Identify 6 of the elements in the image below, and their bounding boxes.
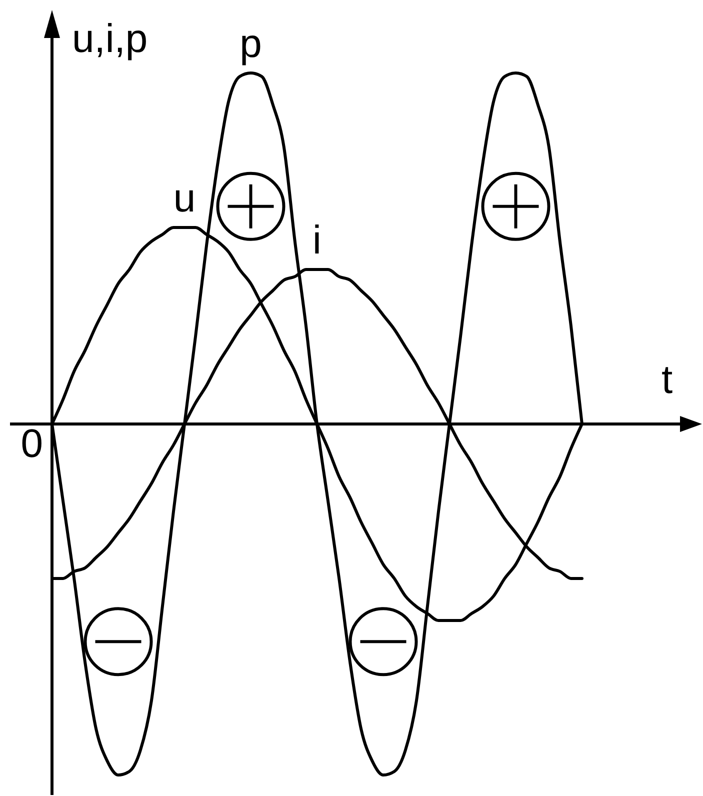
y-axis-title: u,i,p (72, 17, 148, 61)
series-label: p (240, 22, 262, 66)
legend-label: u (173, 176, 196, 220)
x-axis-title: t (661, 358, 673, 402)
series-label: i (312, 218, 322, 263)
text: 0 (20, 422, 43, 466)
